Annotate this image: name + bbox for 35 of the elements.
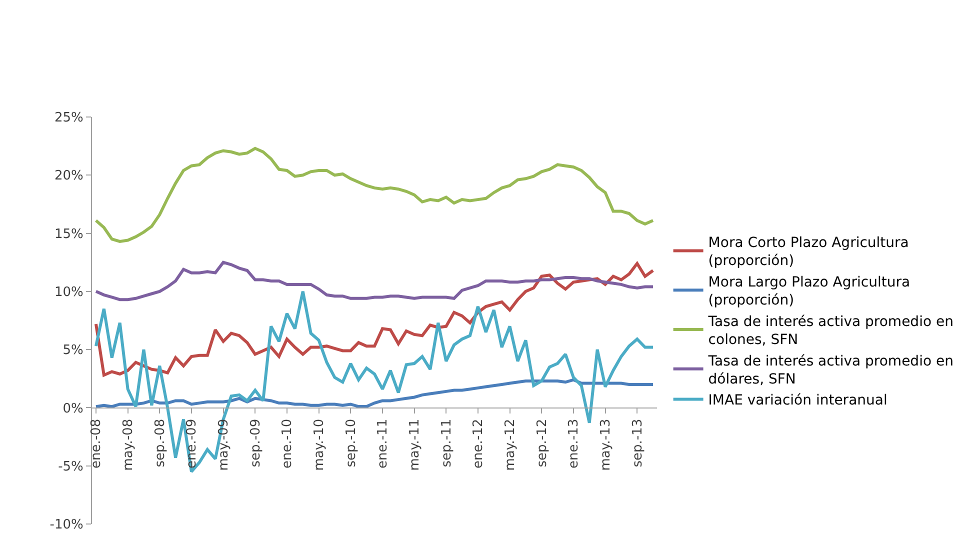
y-tick-label: 25%	[54, 110, 84, 126]
line-series	[94, 260, 655, 302]
legend-label: IMAE variación interanual	[708, 392, 888, 409]
legend-label: Tasa de interés activa promedio en dólares, SFN	[707, 353, 954, 388]
x-tick-label: may.-13	[598, 418, 614, 471]
x-tick-label: may.-10	[312, 418, 328, 471]
x-tick-label: sep.-09	[248, 418, 264, 468]
x-tick-label: sep.-10	[344, 418, 359, 468]
x-tick-label: ene.-13	[566, 418, 582, 469]
y-tick-label: -10%	[50, 518, 84, 533]
x-tick-label: sep.-11	[439, 418, 454, 468]
x-tick-label: may.-08	[121, 418, 136, 471]
x-tick-label: sep.-13	[630, 418, 646, 468]
x-tick-label: ene.-10	[280, 418, 296, 469]
line-series	[94, 146, 655, 243]
legend-label: Mora Largo Plazo Agricultura (proporción)	[708, 274, 910, 309]
x-tick-label: may.-09	[216, 418, 232, 471]
y-tick-label: 5%	[62, 343, 84, 358]
legend-label: Tasa de interés activa promedio en colones, SFN	[707, 314, 954, 348]
line-series	[94, 262, 655, 377]
x-tick-label: may.-11	[408, 418, 423, 471]
y-tick-label: 20%	[54, 168, 84, 184]
y-tick-label: 10%	[54, 284, 84, 300]
y-tick-label: -5%	[58, 459, 84, 474]
y-tick-label: 15%	[54, 226, 84, 242]
x-tick-label: ene.-11	[376, 418, 391, 469]
x-tick-label: sep.-08	[152, 418, 168, 468]
y-tick-label: 0%	[62, 401, 84, 416]
x-tick-label: ene.-08	[89, 418, 104, 469]
line-series	[94, 378, 655, 408]
x-tick-label: sep.-12	[534, 418, 550, 468]
x-tick-label: ene.-09	[184, 418, 200, 469]
legend-label: Mora Corto Plazo Agricultura (proporción)	[708, 235, 909, 270]
x-tick-label: ene.-12	[471, 418, 486, 469]
x-tick-label: may.-12	[503, 418, 518, 471]
